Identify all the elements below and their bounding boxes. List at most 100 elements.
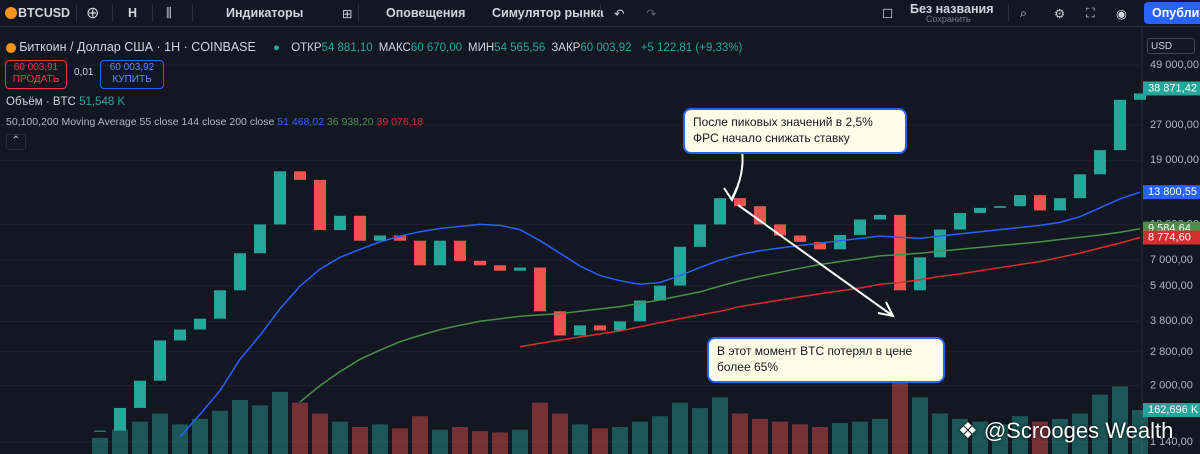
replay[interactable]: Симулятор рынка	[492, 6, 604, 20]
annotation-line: более 65%	[717, 360, 778, 374]
volume-legend: Объём · BTC 51,548 K	[6, 96, 125, 108]
volume-bar	[672, 402, 688, 454]
candle	[894, 214, 906, 291]
volume-bar	[252, 405, 268, 454]
ohlc-label: ЗАКР	[551, 42, 581, 54]
volume-bar	[152, 413, 168, 454]
volume-bar	[652, 416, 668, 454]
candle	[154, 340, 166, 381]
candle	[1034, 195, 1046, 211]
candle	[554, 311, 566, 336]
y-tick-label: 49 000,00	[1150, 59, 1199, 71]
y-tick-label: 19 000,00	[1150, 154, 1199, 166]
candle	[594, 325, 606, 331]
ohlc-value: 54 565,56	[494, 42, 546, 54]
redo[interactable]: ↷	[646, 7, 657, 21]
arrow	[731, 149, 744, 199]
volume-bar	[952, 418, 968, 454]
candle	[114, 407, 126, 431]
volume-bar	[392, 428, 408, 454]
volume-bar	[852, 421, 868, 454]
candle	[834, 234, 846, 250]
volume-bar	[692, 408, 708, 454]
buy-button[interactable]: 60 003,92 КУПИТЬ	[100, 60, 164, 89]
volume-bar	[812, 427, 828, 454]
chart-type[interactable]: ⫼	[166, 6, 172, 20]
settings[interactable]: ⚙	[1054, 7, 1066, 21]
candle	[234, 253, 246, 291]
layout-icon[interactable]: ☐	[882, 7, 894, 21]
ma-name: 50,100,200 Moving Average 55 close 144 c…	[6, 116, 275, 128]
volume-bar	[492, 432, 508, 454]
indicators[interactable]: Индикаторы	[226, 6, 304, 20]
candle	[994, 206, 1006, 208]
currency[interactable]: USD	[1147, 38, 1195, 54]
separator	[152, 4, 153, 22]
symbol[interactable]: BTCUSD	[18, 6, 71, 20]
candle	[954, 213, 966, 230]
symbol-icon	[5, 7, 17, 19]
symbol-dot	[6, 42, 16, 53]
undo[interactable]: ↶	[614, 7, 625, 21]
volume-bar	[892, 364, 908, 454]
y-tick-label: 2 800,00	[1150, 346, 1193, 358]
volume-bar	[712, 397, 728, 454]
volume-bar	[772, 421, 788, 454]
candle	[934, 229, 946, 258]
volume-bar	[1092, 394, 1108, 454]
candle	[194, 318, 206, 330]
layout-name[interactable]: Без названия	[910, 2, 994, 16]
candle	[1134, 93, 1146, 100]
volume-bar	[932, 413, 948, 454]
sell-label: ПРОДАТЬ	[12, 74, 60, 85]
publish-button[interactable]: Опублик	[1144, 2, 1200, 24]
candle	[294, 171, 306, 180]
volume-bar	[972, 421, 988, 454]
candle	[794, 235, 806, 242]
interval[interactable]: H	[128, 6, 138, 20]
candle	[574, 325, 586, 336]
candle	[1094, 150, 1106, 175]
price-marker-label: 38 871,42	[1148, 82, 1197, 94]
volume-bar	[412, 416, 428, 454]
volume-bar	[372, 424, 388, 454]
ohlc-label: МИН	[468, 42, 495, 54]
volume-bar	[112, 429, 128, 454]
watermark: ❖ @Scrooges Wealth	[958, 418, 1174, 443]
add-symbol[interactable]: ⊕	[86, 5, 100, 22]
volume-bar	[612, 427, 628, 454]
alerts[interactable]: Оповещения	[386, 6, 466, 20]
fullscreen[interactable]: ⛶	[1086, 6, 1095, 20]
annotation-line: После пиковых значений в 2,5%	[693, 115, 873, 129]
volume-value: 51,548 K	[79, 96, 126, 108]
templates[interactable]: ⊞	[342, 7, 353, 21]
candle	[534, 267, 546, 312]
candle	[394, 235, 406, 241]
quick-search[interactable]: ⌕	[1020, 6, 1028, 20]
volume-bar	[732, 413, 748, 454]
candle	[634, 300, 646, 322]
ma-value: 36 938,20	[326, 116, 374, 128]
y-tick-label: 2 000,00	[1150, 379, 1193, 391]
collapse-button[interactable]: ⌃	[6, 134, 26, 150]
publish-label: Опублик	[1152, 6, 1200, 20]
moving-average	[519, 236, 1141, 348]
candle	[174, 329, 186, 341]
ohlc-value: 60 003,92	[580, 42, 632, 54]
y-tick-label: 3 800,00	[1150, 315, 1193, 327]
sell-button[interactable]: 60 003,91 ПРОДАТЬ	[5, 60, 67, 89]
candle	[354, 215, 366, 241]
price-marker	[1143, 230, 1200, 245]
volume-bar	[232, 400, 248, 454]
snapshot[interactable]: ◉	[1116, 7, 1127, 21]
volume-bar	[592, 428, 608, 454]
candle	[314, 179, 326, 231]
annotation-arrows	[723, 149, 895, 318]
volume-bar	[632, 421, 648, 454]
volume-bar	[132, 421, 148, 454]
candle	[434, 240, 446, 266]
volume-bar	[452, 427, 468, 454]
arrow	[737, 204, 894, 317]
annotation: После пиковых значений в 2,5% ФРС начало …	[683, 108, 907, 154]
candle	[474, 260, 486, 266]
